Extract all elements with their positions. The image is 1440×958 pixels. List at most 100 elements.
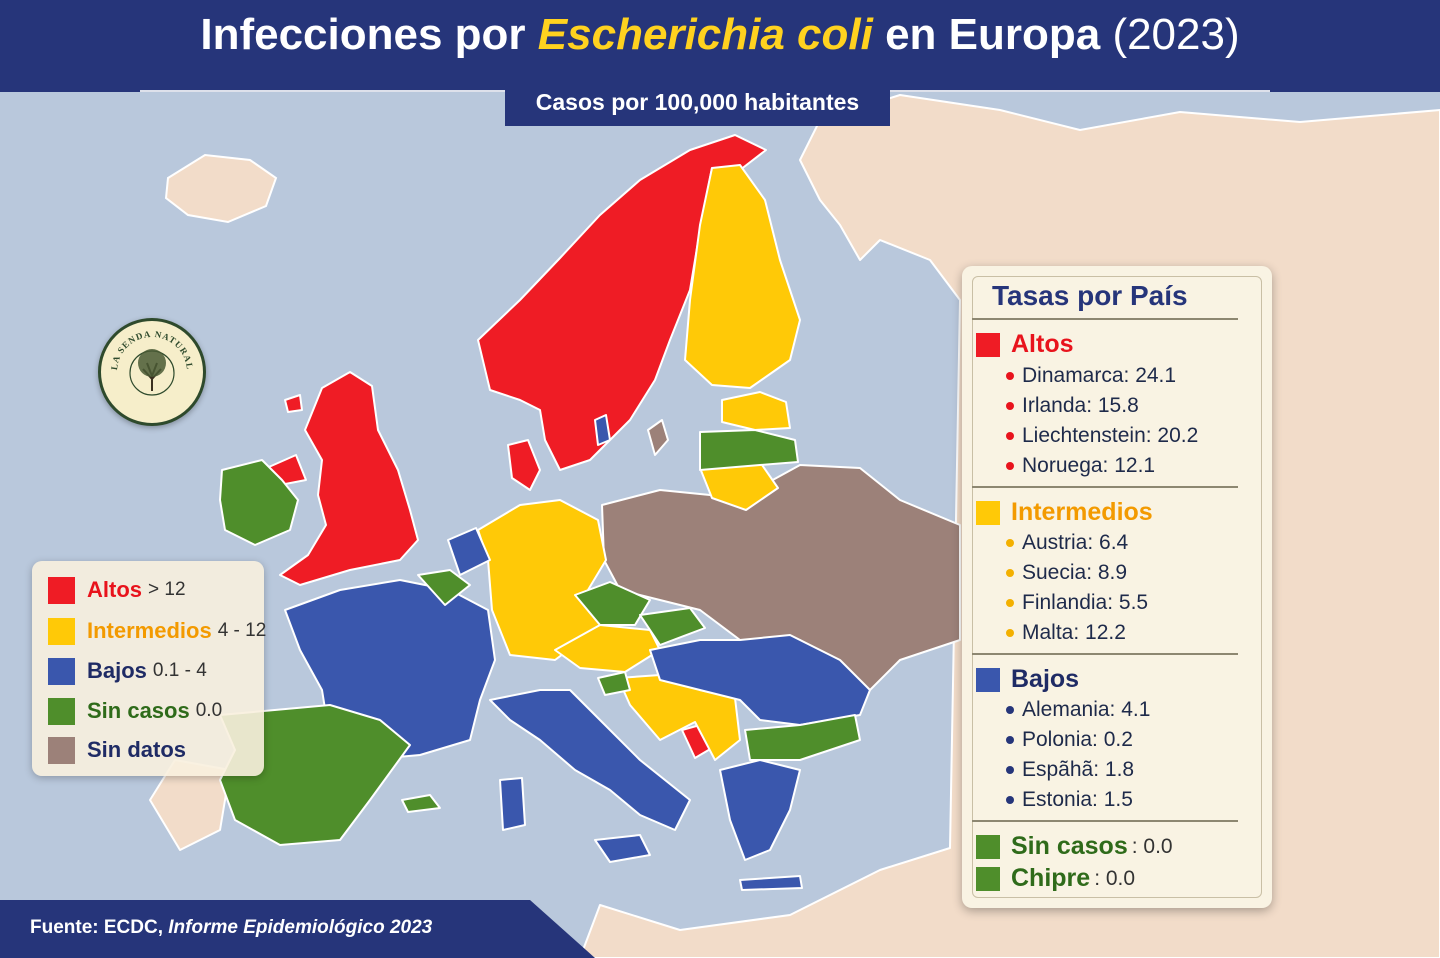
rates-item-text: Liechtenstein: 20.2 xyxy=(1022,424,1199,447)
footer-banner xyxy=(0,900,595,958)
rates-item: Finlandia: 5.5 xyxy=(1006,591,1148,615)
rates-group-label: Sin casos xyxy=(1011,832,1128,860)
ireland xyxy=(219,459,299,546)
rates-group-intermedios: Intermedios xyxy=(976,498,1153,527)
rates-group-label: Bajos xyxy=(1011,665,1080,693)
rates-item: Alemania: 4.1 xyxy=(1006,698,1150,722)
rates-item-text: Alemania: 4.1 xyxy=(1022,698,1151,721)
bullet-icon xyxy=(1006,736,1014,744)
legend-swatch-bajos xyxy=(48,657,75,685)
title-highlight: Escherichia coli xyxy=(537,10,873,59)
rates-group-sin-casos: Sin casos : 0.0 xyxy=(976,832,1173,861)
czechia xyxy=(574,581,651,626)
rates-item-text: Irlanda: 15.8 xyxy=(1022,394,1139,417)
slovenia xyxy=(597,671,631,696)
sicily xyxy=(594,834,651,863)
rates-item: Irlanda: 15.8 xyxy=(1006,394,1139,418)
rates-divider xyxy=(972,653,1238,655)
legend-item-sin-casos: Sin casos 0.0 xyxy=(48,694,222,728)
source-title: Informe Epidemiológico 2023 xyxy=(168,917,433,938)
rates-item: Polonia: 0.2 xyxy=(1006,728,1133,752)
rates-swatch-altos xyxy=(976,332,1000,357)
rates-item: Dinamarca: 24.1 xyxy=(1006,364,1176,388)
rates-item-text: Espãhã: 1.8 xyxy=(1022,758,1135,781)
legend-item-sin-datos: Sin datos xyxy=(48,733,192,767)
rates-group-label: Altos xyxy=(1011,330,1074,358)
rates-group-chipre: Chipre : 0.0 xyxy=(976,864,1135,893)
crete xyxy=(739,875,803,891)
rates-group-label: Intermedios xyxy=(1011,498,1153,526)
legend-item-altos: Altos > 12 xyxy=(48,573,186,607)
legend-label: Altos xyxy=(87,577,142,602)
rates-panel-frame xyxy=(972,276,1262,898)
rates-title: Tasas por País xyxy=(992,280,1188,311)
rates-divider xyxy=(972,486,1238,488)
rates-item-text: Finlandia: 5.5 xyxy=(1022,591,1149,614)
rates-panel: Tasas por País Altos Dinamarca: 24.1 Irl… xyxy=(962,266,1272,908)
subtitle-rule-left xyxy=(140,90,505,92)
estonia xyxy=(721,391,791,431)
rates-item-text: Austria: 6.4 xyxy=(1022,531,1129,554)
region-altos xyxy=(261,134,767,759)
rates-item-text: Suecia: 8.9 xyxy=(1022,561,1128,584)
legend-label: Bajos xyxy=(87,658,147,683)
subtitle-rule-right xyxy=(890,90,1270,92)
color-legend: Altos > 12 Intermedios 4 - 12 Bajos 0.1 … xyxy=(32,561,266,776)
rates-item-text: Malta: 12.2 xyxy=(1022,621,1126,644)
region-sin-casos xyxy=(219,429,861,846)
rates-item: Liechtenstein: 20.2 xyxy=(1006,424,1198,448)
rates-swatch-sin-casos xyxy=(976,834,1000,859)
legend-item-intermedios: Intermedios 4 - 12 xyxy=(48,614,266,648)
tree-icon: LA SENDA NATURAL xyxy=(109,329,194,396)
region-sin-datos xyxy=(601,419,961,691)
title-year: (2023) xyxy=(1112,10,1240,59)
bullet-icon xyxy=(1006,599,1014,607)
rates-group-value: : 0.0 xyxy=(1131,834,1173,858)
legend-swatch-sin-datos xyxy=(48,736,75,764)
latvia xyxy=(699,429,799,471)
finland xyxy=(684,164,801,389)
rates-group-altos: Altos xyxy=(976,330,1074,359)
region-bajos xyxy=(284,414,871,891)
bulgaria xyxy=(744,714,861,761)
rates-item: Espãhã: 1.8 xyxy=(1006,758,1134,782)
title-suffix: en Europa xyxy=(872,10,1113,59)
rates-group-label: Chipre xyxy=(1011,864,1091,892)
great-britain xyxy=(279,371,419,586)
subtitle: Casos por 100,000 habitantes xyxy=(505,80,890,126)
rates-swatch-bajos xyxy=(976,667,1000,692)
bullet-icon xyxy=(1006,539,1014,547)
rates-divider xyxy=(972,318,1238,320)
legend-label: Sin datos xyxy=(87,737,187,762)
rates-group-value: : 0.0 xyxy=(1094,866,1136,890)
rates-item: Estonia: 1.5 xyxy=(1006,788,1133,812)
rates-item-text: Estonia: 1.5 xyxy=(1022,788,1133,811)
rates-item: Austria: 6.4 xyxy=(1006,531,1128,555)
legend-item-bajos: Bajos 0.1 - 4 xyxy=(48,654,207,688)
belgium xyxy=(417,569,471,606)
baltic-islands xyxy=(594,414,611,446)
bullet-icon xyxy=(1006,796,1014,804)
legend-label: Intermedios xyxy=(87,618,212,643)
title-prefix: Infecciones por xyxy=(200,10,538,59)
greece xyxy=(719,759,801,861)
bullet-icon xyxy=(1006,372,1014,380)
scotland-islands xyxy=(284,394,303,413)
slovakia xyxy=(639,607,706,646)
rates-item: Noruega: 12.1 xyxy=(1006,454,1155,478)
italy xyxy=(489,689,691,831)
bullet-icon xyxy=(1006,629,1014,637)
rates-item-text: Noruega: 12.1 xyxy=(1022,454,1156,477)
rates-swatch-intermedios xyxy=(976,500,1000,525)
rates-group-bajos: Bajos xyxy=(976,665,1079,694)
sardinia xyxy=(499,777,526,831)
rates-item: Malta: 12.2 xyxy=(1006,621,1126,645)
brand-logo: LA SENDA NATURAL xyxy=(98,318,206,426)
balearic xyxy=(401,794,441,813)
legend-swatch-intermedios xyxy=(48,617,75,645)
source-note: Fuente: ECDC, Informe Epidemiológico 202… xyxy=(30,917,432,939)
source-prefix: Fuente: ECDC, xyxy=(30,917,169,938)
rates-swatch-chipre xyxy=(976,866,1000,891)
rates-divider xyxy=(972,820,1238,822)
bullet-icon xyxy=(1006,706,1014,714)
